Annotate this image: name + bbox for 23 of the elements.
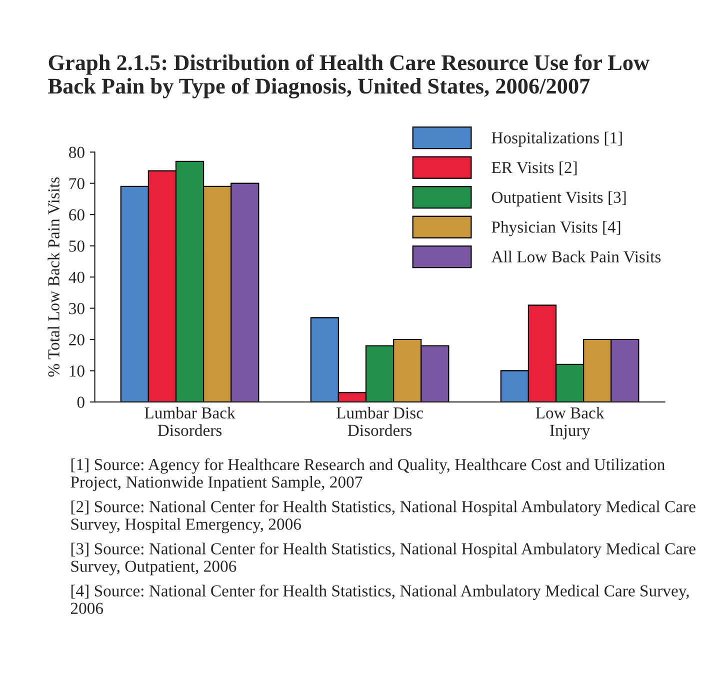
x-tick-label: Lumbar Disc Disorders — [336, 406, 424, 436]
y-tick-label: 10 — [70, 365, 84, 377]
y-tick-label: 40 — [68, 272, 84, 283]
y-tick-label: 20 — [69, 334, 84, 346]
legend-label: All Low Back Pain Visits — [491, 250, 661, 263]
text: [4] Source: National Center for Health Statistics, National Ambulatory Medical Care Survey, 2006 — [70, 584, 689, 614]
y-tick-label: 70 — [69, 178, 84, 190]
legend-label: Hospitalizations [1] — [492, 132, 622, 147]
y-tick-label: 60 — [69, 209, 84, 221]
y-tick-label: 30 — [69, 302, 84, 314]
legend-label: Physician Visits [4] — [492, 220, 620, 236]
text: [3] Source: National Center for Health Statistics, National Hospital Ambulatory Medical Care Survey, Outpatient, 2006 — [71, 542, 696, 576]
text: [2] Source: National Center for Health Statistics, National Hospital Ambulatory Medical Care Survey, Hospital Emergency, 2006 — [71, 500, 696, 534]
chart-title: Graph 2.1.5: Distribution of Health Care Resource Use for Low Back Pain by Type of Diagnosis, United States, 2006/2007 — [48, 54, 650, 98]
y-tick-label: 0 — [77, 396, 84, 408]
y-axis-title: % Total Low Back Pain Visits — [48, 177, 60, 377]
text: [1] Source: Agency for Healthcare Research and Quality, Healthcare Cost and Utilization Project, Nationwide Inpatient Sample, 2007 — [70, 458, 665, 492]
y-tick-label: 80 — [69, 146, 84, 158]
x-tick-label: Lumbar Back Disorders — [144, 406, 236, 436]
y-tick-label: 50 — [69, 240, 84, 252]
legend-label: ER Visits [2] — [492, 161, 577, 176]
legend-label: Outpatient Visits [3] — [492, 191, 626, 206]
x-tick-label: Low Back Injury — [536, 406, 604, 440]
